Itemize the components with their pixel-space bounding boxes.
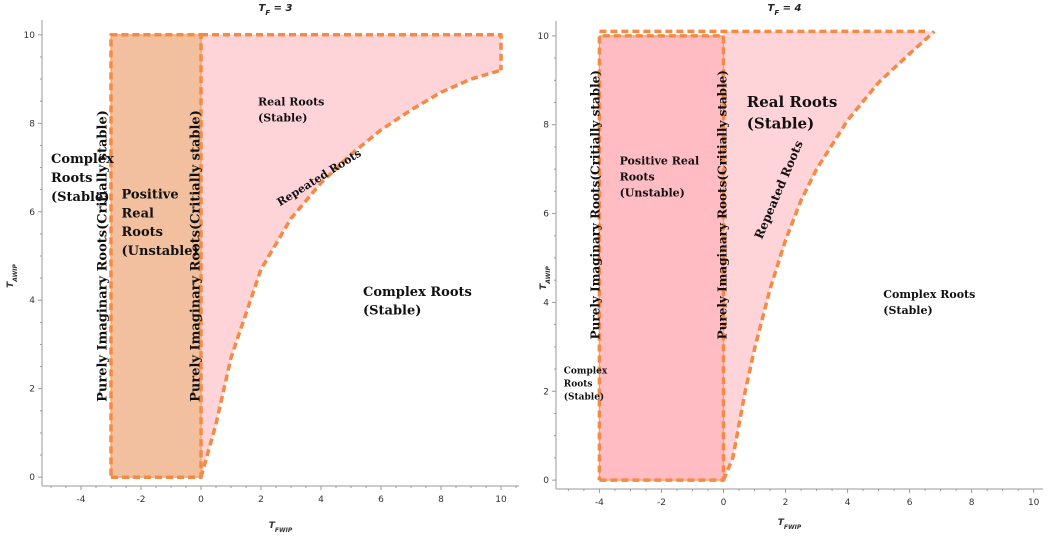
x-tick-label: 2 [783,498,789,508]
x-axis-label: TFWIP [269,521,293,534]
region-annotation: Real Roots (Stable) [747,93,838,133]
region-annotation: Complex Roots (Stable) [564,367,608,403]
x-tick-label: -4 [595,498,604,508]
x-tick-label: 10 [1028,498,1040,508]
y-tick-label: 10 [24,31,36,41]
x-tick-label: 6 [378,495,384,505]
region-annotation: Positive Real Roots (Unstable) [620,155,700,200]
y-tick-label: 6 [29,208,35,218]
y-tick-label: 2 [543,387,549,397]
region-annotation: Purely Imaginary Roots(Critially stable) [716,70,730,339]
y-tick-label: 8 [543,121,549,131]
x-tick-label: 10 [495,495,507,505]
y-axis-label: TAWIP [539,266,552,290]
region-annotation: Purely Imaginary Roots(Critially stable) [189,110,204,402]
region-annotation: Complex Roots (Stable) [363,285,472,319]
boundary-top-edge [201,33,503,71]
left-chart: -4 -2 0 2 4 6 8 10 0 2 4 6 8 10 TF = 3 TFWIP TAWIP Comple… [6,3,519,534]
x-tick-label: -4 [77,495,86,505]
y-tick-label: 6 [543,210,549,220]
region-annotation: Real Roots (Stable) [258,96,324,125]
right-chart: -4 -2 0 2 4 6 8 10 0 2 4 6 8 10 TF = 4 TFWIP TAWIP Comple… [538,3,1043,531]
x-tick-label: 6 [907,498,913,508]
x-tick-label: 0 [198,495,204,505]
region-stable-real [723,31,935,481]
x-tick-label: 8 [438,495,444,505]
region-unstable [599,35,724,481]
x-axis-label: TFWIP [778,518,802,531]
y-tick-label: 0 [543,476,549,486]
y-tick-label: 10 [538,32,550,42]
y-tick-label: 4 [543,298,549,308]
y-tick-label: 0 [29,473,35,483]
chart-title: TF = 4 [768,3,802,17]
region-annotation: Positive Real Roots (Unstable) [122,188,199,260]
x-tick-label: 4 [845,498,851,508]
x-tick-label: -2 [657,498,666,508]
y-tick-label: 4 [29,296,35,306]
chart-title: TF = 3 [259,3,293,17]
region-annotation: Purely Imaginary Roots(Critially stable) [96,110,111,402]
x-tick-label: 4 [318,495,324,505]
x-tick-label: -2 [137,495,146,505]
boundary-repeated-roots-curve [721,30,936,481]
x-tick-label: 8 [969,498,975,508]
region-stable-real [201,34,501,478]
region-annotation: Purely Imaginary Roots(Critially stable) [588,70,602,339]
region-annotation: Complex Roots (Stable) [51,152,114,205]
x-tick-label: 0 [721,498,727,508]
region-unstable [111,34,201,478]
boundary-repeated-roots-curve [199,68,502,478]
boundary-rectangle [597,34,726,482]
y-tick-label: 2 [29,385,35,395]
region-annotation: Complex Roots (Stable) [883,288,975,317]
x-tick-label: 2 [258,495,264,505]
y-axis-label: TAWIP [6,264,19,288]
y-tick-label: 8 [29,119,35,129]
